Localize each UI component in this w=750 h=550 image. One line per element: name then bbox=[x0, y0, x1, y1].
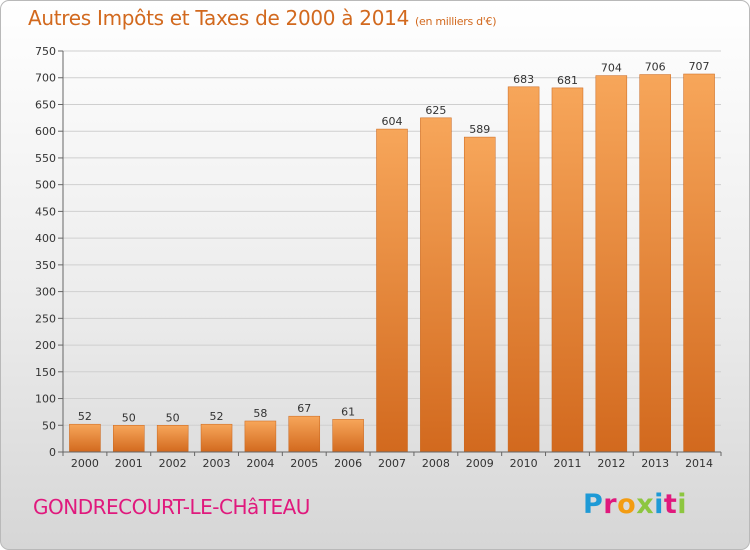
x-tick-label-2004: 2004 bbox=[246, 457, 274, 470]
data-label-2013: 706 bbox=[645, 61, 666, 74]
bar-2006 bbox=[332, 419, 364, 453]
bar-2003 bbox=[200, 423, 233, 453]
chart-title-text: Autres Impôts et Taxes de 2000 à 2014 bbox=[28, 6, 409, 30]
x-tick-label-2010: 2010 bbox=[510, 457, 538, 470]
data-label-2004: 58 bbox=[253, 407, 267, 420]
chart-title: Autres Impôts et Taxes de 2000 à 2014 (en… bbox=[28, 6, 496, 30]
bar-2002 bbox=[156, 425, 189, 453]
y-tick-label: 0 bbox=[49, 446, 56, 459]
x-tick-label-2006: 2006 bbox=[334, 457, 362, 470]
data-label-2005: 67 bbox=[297, 402, 311, 415]
data-label-2014: 707 bbox=[689, 60, 710, 73]
bar-2009 bbox=[463, 136, 496, 453]
y-axis: 0 50 100 150 200 250 300 350 400 450 500 550 600 650 7… bbox=[35, 45, 64, 459]
y-tick-label: 650 bbox=[35, 98, 56, 111]
y-tick-label: 500 bbox=[35, 179, 56, 192]
data-label-2006: 61 bbox=[341, 405, 355, 418]
y-tick-label: 100 bbox=[35, 393, 56, 406]
x-tick-label-2011: 2011 bbox=[553, 457, 581, 470]
y-tick-label: 750 bbox=[35, 45, 56, 58]
data-label-2010: 683 bbox=[513, 73, 534, 86]
y-tick-label: 400 bbox=[35, 232, 56, 245]
chart-subtitle: (en milliers d'€) bbox=[415, 15, 497, 28]
x-tick-label-2013: 2013 bbox=[641, 457, 669, 470]
x-tick-label-2005: 2005 bbox=[290, 457, 318, 470]
data-label-2000: 52 bbox=[78, 410, 92, 423]
y-tick-label: 300 bbox=[35, 286, 56, 299]
y-tick-label: 50 bbox=[42, 419, 56, 432]
bar-2013 bbox=[639, 74, 671, 453]
bar-2011 bbox=[551, 87, 584, 453]
bar-2010 bbox=[507, 86, 540, 453]
data-label-2011: 681 bbox=[557, 74, 578, 87]
x-tick-label-2007: 2007 bbox=[378, 457, 406, 470]
data-label-2008: 625 bbox=[425, 104, 446, 117]
bar-2001 bbox=[113, 425, 145, 453]
bar-2004 bbox=[244, 420, 277, 453]
bars: 52 50 50 52 58 67 61 604 625 589 683 681 704 706 707 bbox=[69, 60, 715, 453]
bar-2014 bbox=[683, 73, 715, 453]
y-tick-label: 700 bbox=[35, 72, 56, 85]
y-tick-label: 350 bbox=[35, 259, 56, 272]
x-tick-label-2000: 2000 bbox=[71, 457, 99, 470]
data-label-2002: 50 bbox=[166, 411, 180, 424]
data-label-2003: 52 bbox=[210, 410, 224, 423]
y-tick-label: 450 bbox=[35, 205, 56, 218]
data-label-2001: 50 bbox=[122, 411, 136, 424]
data-label-2007: 604 bbox=[382, 115, 403, 128]
place-name: GONDRECOURT-LE-CHâTEAU bbox=[33, 495, 310, 519]
y-tick-label: 550 bbox=[35, 152, 56, 165]
x-tick-label-2014: 2014 bbox=[685, 457, 713, 470]
bar-2005 bbox=[288, 415, 321, 453]
x-tick-label-2001: 2001 bbox=[115, 457, 143, 470]
y-tick-label: 250 bbox=[35, 312, 56, 325]
x-tick-label-2012: 2012 bbox=[597, 457, 625, 470]
x-tick-label-2002: 2002 bbox=[159, 457, 187, 470]
x-tick-label-2003: 2003 bbox=[203, 457, 231, 470]
y-tick-label: 200 bbox=[35, 339, 56, 352]
data-label-2012: 704 bbox=[601, 62, 622, 75]
bar-2008 bbox=[420, 117, 452, 453]
proxiti-logo: Proxiti bbox=[583, 489, 688, 520]
bar-2012 bbox=[595, 75, 628, 453]
bar-2007 bbox=[376, 128, 408, 453]
x-axis: 2000 2001 2002 2003 2004 2005 2006 2007 2008 2009… bbox=[62, 451, 722, 470]
x-tick-label-2008: 2008 bbox=[422, 457, 450, 470]
y-tick-label: 150 bbox=[35, 366, 56, 379]
data-label-2009: 589 bbox=[469, 123, 490, 136]
y-tick-label: 600 bbox=[35, 125, 56, 138]
bar-2000 bbox=[69, 423, 101, 453]
x-tick-label-2009: 2009 bbox=[466, 457, 494, 470]
